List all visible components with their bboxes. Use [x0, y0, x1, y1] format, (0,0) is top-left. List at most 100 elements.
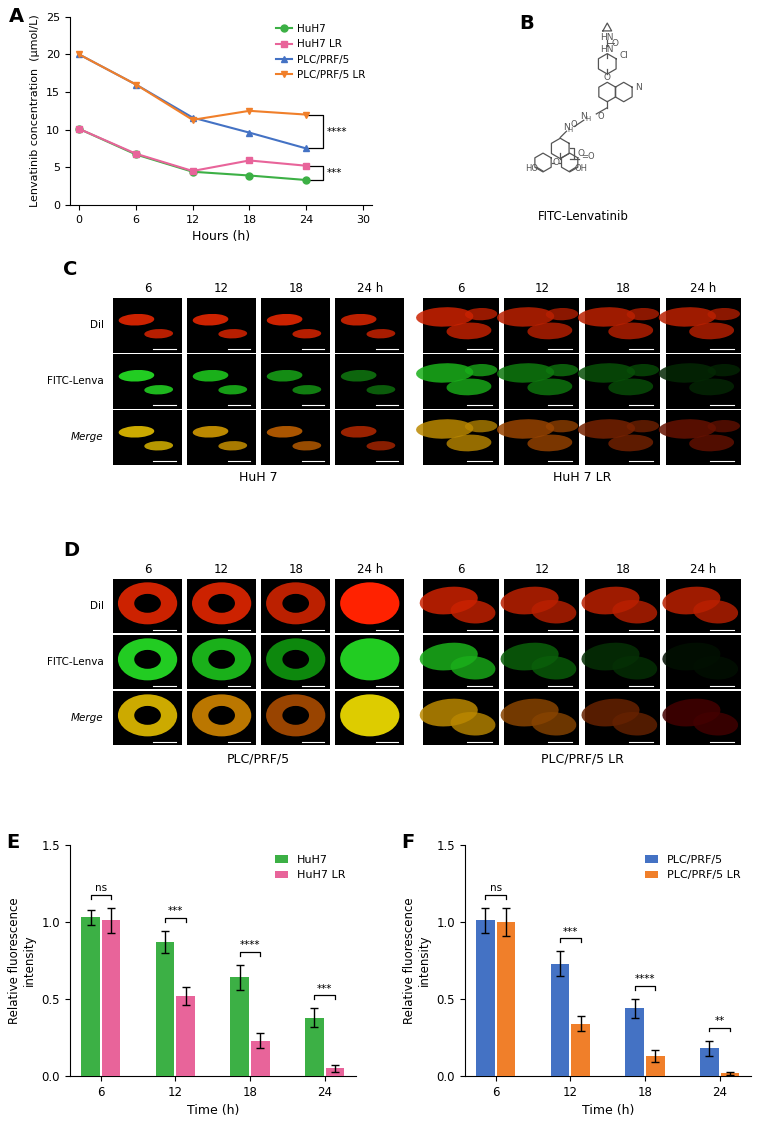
- Text: HN: HN: [601, 45, 614, 54]
- X-axis label: Time (h): Time (h): [187, 1104, 239, 1118]
- Ellipse shape: [340, 638, 399, 680]
- Bar: [504, 298, 580, 352]
- Bar: [187, 634, 256, 689]
- Line: HuH7 LR: HuH7 LR: [76, 126, 310, 175]
- Ellipse shape: [527, 323, 572, 340]
- Ellipse shape: [578, 307, 635, 326]
- Ellipse shape: [218, 330, 247, 339]
- Ellipse shape: [450, 656, 495, 679]
- Ellipse shape: [192, 582, 252, 624]
- Ellipse shape: [659, 363, 716, 382]
- Bar: [335, 298, 404, 352]
- Bar: [187, 298, 256, 352]
- Bar: [262, 578, 330, 633]
- Ellipse shape: [293, 330, 321, 339]
- X-axis label: Time (h): Time (h): [581, 1104, 634, 1118]
- Bar: [504, 691, 580, 745]
- Bar: [305, 1018, 324, 1076]
- Ellipse shape: [612, 600, 657, 623]
- Bar: [262, 634, 330, 689]
- Ellipse shape: [501, 586, 559, 614]
- Ellipse shape: [266, 582, 325, 624]
- Bar: [585, 634, 660, 689]
- Bar: [335, 691, 404, 745]
- Bar: [585, 298, 660, 352]
- Ellipse shape: [546, 364, 578, 377]
- Text: 6: 6: [144, 563, 151, 576]
- Text: ****: ****: [240, 941, 260, 951]
- Bar: [585, 578, 660, 633]
- Bar: [231, 978, 249, 1076]
- Text: 18: 18: [288, 282, 303, 295]
- Ellipse shape: [118, 426, 154, 437]
- Ellipse shape: [293, 441, 321, 451]
- Text: **: **: [714, 1016, 724, 1026]
- Bar: [326, 1068, 344, 1076]
- Bar: [497, 921, 515, 1076]
- Ellipse shape: [497, 307, 554, 326]
- Ellipse shape: [608, 379, 653, 396]
- Bar: [504, 410, 580, 464]
- Bar: [585, 354, 660, 408]
- PLC/PRF/5 LR: [74, 48, 84, 62]
- Bar: [113, 691, 182, 745]
- Ellipse shape: [608, 323, 653, 340]
- Ellipse shape: [694, 656, 738, 679]
- Bar: [423, 578, 498, 633]
- Y-axis label: Relative fluorescence
intensity: Relative fluorescence intensity: [402, 897, 430, 1023]
- Ellipse shape: [578, 363, 635, 382]
- Ellipse shape: [283, 594, 309, 613]
- HuH7 LR: [245, 154, 254, 167]
- Line: PLC/PRF/5 LR: PLC/PRF/5 LR: [76, 50, 310, 123]
- Ellipse shape: [465, 420, 498, 433]
- Text: B: B: [519, 13, 534, 33]
- Bar: [666, 634, 741, 689]
- HuH7 LR: [302, 159, 311, 173]
- Bar: [335, 410, 404, 464]
- Ellipse shape: [118, 638, 177, 680]
- Y-axis label: Lenvatinib concentration  (μmol/L): Lenvatinib concentration (μmol/L): [30, 15, 40, 207]
- Text: A: A: [9, 8, 24, 27]
- Text: O: O: [612, 39, 619, 48]
- Ellipse shape: [267, 314, 303, 325]
- PLC/PRF/5: [132, 77, 141, 91]
- Ellipse shape: [340, 582, 399, 624]
- Ellipse shape: [420, 642, 478, 670]
- Ellipse shape: [416, 419, 474, 438]
- Ellipse shape: [218, 385, 247, 395]
- Line: HuH7: HuH7: [76, 126, 310, 184]
- Ellipse shape: [266, 638, 325, 680]
- Ellipse shape: [612, 712, 657, 735]
- Bar: [625, 1008, 644, 1076]
- Ellipse shape: [118, 582, 177, 624]
- Ellipse shape: [581, 698, 639, 726]
- Ellipse shape: [497, 363, 554, 382]
- Bar: [423, 298, 498, 352]
- Text: N: N: [563, 123, 570, 132]
- Ellipse shape: [134, 706, 161, 725]
- Text: FITC-Lenva: FITC-Lenva: [47, 657, 104, 667]
- Ellipse shape: [659, 307, 716, 326]
- Ellipse shape: [208, 706, 235, 725]
- Bar: [335, 354, 404, 408]
- Ellipse shape: [527, 435, 572, 452]
- PLC/PRF/5: [302, 141, 311, 155]
- Bar: [113, 634, 182, 689]
- Text: O: O: [577, 149, 584, 158]
- Bar: [666, 354, 741, 408]
- Bar: [423, 634, 498, 689]
- Bar: [423, 354, 498, 408]
- Ellipse shape: [293, 385, 321, 395]
- Ellipse shape: [627, 364, 659, 377]
- Ellipse shape: [627, 308, 659, 321]
- Text: HuH 7 LR: HuH 7 LR: [553, 472, 611, 484]
- Ellipse shape: [283, 650, 309, 669]
- Ellipse shape: [663, 586, 721, 614]
- Ellipse shape: [192, 638, 252, 680]
- Text: HO: HO: [526, 165, 539, 174]
- Ellipse shape: [266, 694, 325, 736]
- Ellipse shape: [193, 314, 228, 325]
- Bar: [156, 942, 174, 1076]
- Ellipse shape: [144, 385, 173, 395]
- Bar: [504, 634, 580, 689]
